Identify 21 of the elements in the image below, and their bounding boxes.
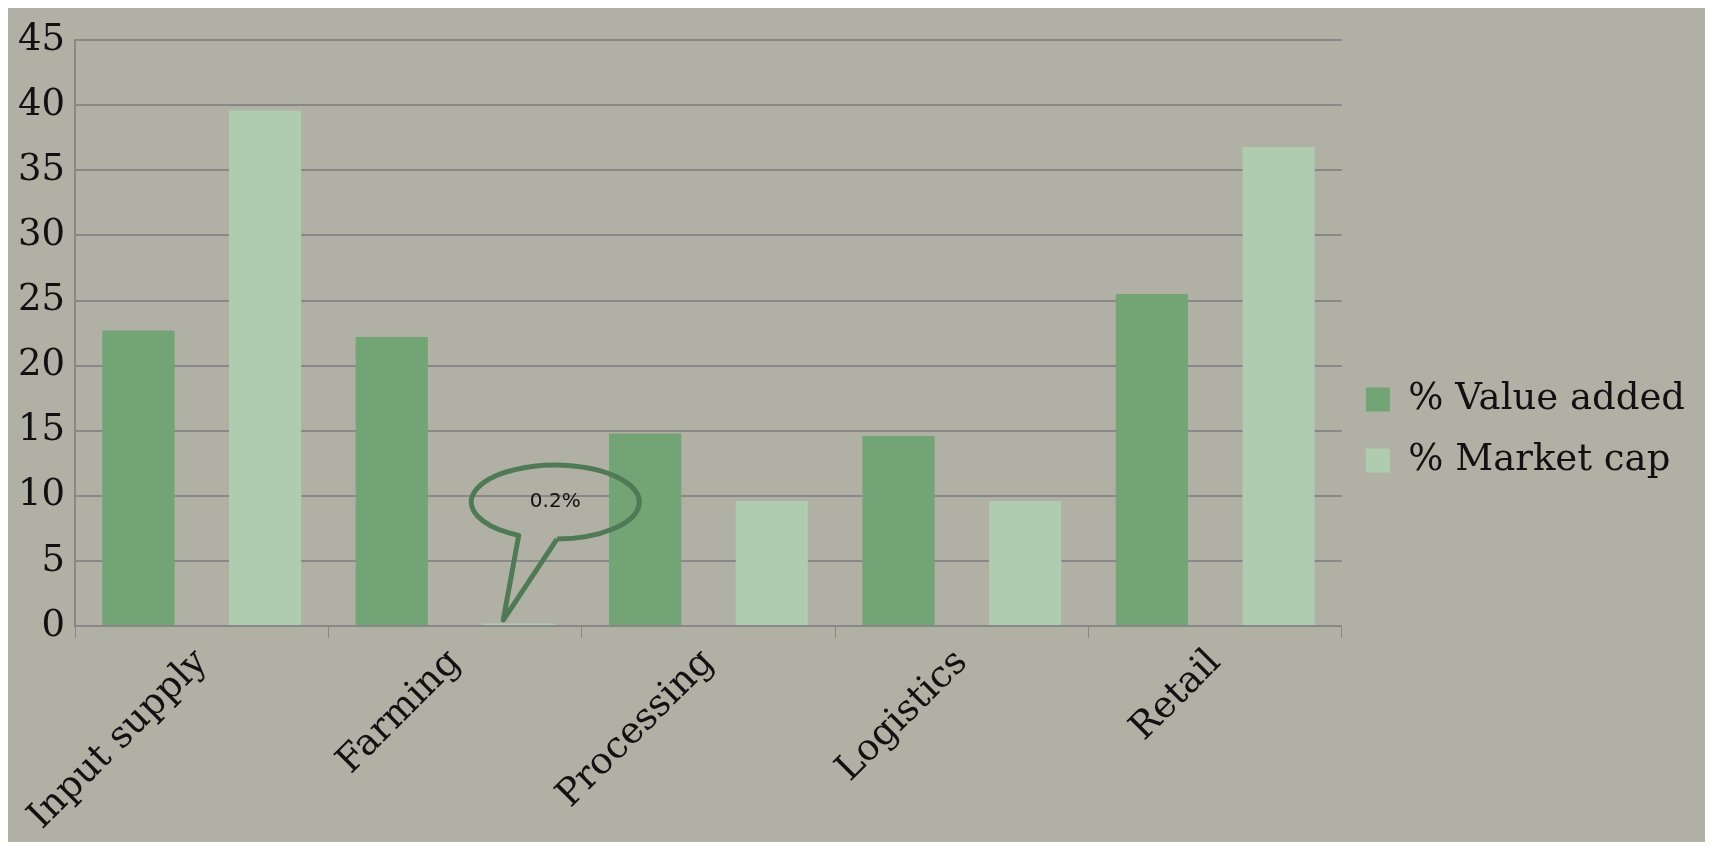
y-tick-label: 20 (17, 341, 66, 385)
y-tick-label: 30 (17, 211, 66, 255)
bar (102, 330, 175, 626)
legend-label: % Value added (1408, 375, 1686, 419)
y-tick-label: 35 (17, 146, 66, 189)
y-tick-label: 5 (41, 536, 66, 580)
y-tick-label: 10 (17, 471, 66, 515)
bar (862, 435, 935, 626)
bar (735, 501, 808, 626)
bar (989, 501, 1062, 626)
bar (229, 110, 302, 626)
y-tick-label: 25 (17, 276, 66, 320)
y-tick-label: 15 (17, 406, 66, 450)
y-tick-label: 0 (41, 601, 66, 645)
y-tick-label: 40 (17, 80, 66, 124)
bar (355, 337, 428, 626)
annotation: 0.2% (529, 488, 581, 513)
y-tick-label: 45 (17, 15, 66, 59)
bar (1242, 146, 1315, 626)
legend-label: % Market cap (1408, 436, 1671, 480)
bar (1115, 294, 1188, 626)
